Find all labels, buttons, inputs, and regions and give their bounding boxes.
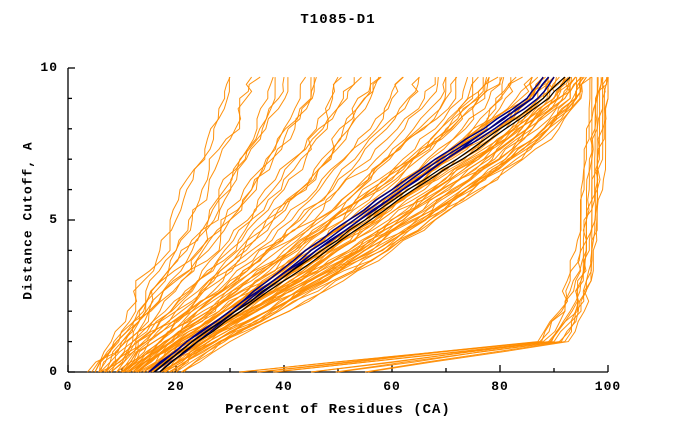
model-curve	[176, 77, 581, 373]
model-curve	[125, 77, 457, 373]
model-curve	[116, 76, 404, 373]
model-curve	[121, 76, 490, 373]
model-curve	[259, 77, 591, 373]
model-curve	[122, 77, 484, 373]
model-curve	[137, 76, 523, 373]
x-tick-label: 60	[383, 379, 401, 394]
model-curve	[127, 76, 488, 373]
x-tick-label: 80	[491, 379, 509, 394]
x-tick-label: 20	[167, 379, 185, 394]
model-curve	[337, 76, 609, 373]
model-curve	[154, 76, 560, 373]
model-curve	[107, 76, 404, 373]
model-curve	[335, 76, 609, 373]
model-curve	[110, 76, 382, 373]
model-curve	[154, 76, 576, 373]
model-curve	[161, 76, 585, 373]
x-tick-label: 0	[63, 379, 73, 394]
model-curve	[183, 76, 584, 373]
y-tick-label: 5	[49, 212, 58, 227]
model-curve	[105, 77, 355, 373]
model-curve	[98, 76, 261, 373]
model-curve	[98, 77, 315, 373]
y-tick-label: 0	[49, 364, 58, 379]
model-curve	[181, 76, 592, 373]
model-curve	[103, 76, 362, 373]
model-curve	[100, 76, 317, 373]
best-curve	[159, 76, 571, 373]
model-curve	[129, 77, 439, 373]
model-curve	[132, 76, 533, 373]
x-tick-label: 40	[275, 379, 293, 394]
model-curve	[123, 76, 420, 373]
model-curve	[127, 77, 420, 373]
model-curve	[100, 76, 380, 373]
model-curve	[143, 76, 490, 373]
model-curve	[132, 76, 447, 373]
model-curve	[87, 77, 289, 373]
model-curve	[273, 76, 604, 373]
model-curve	[160, 76, 583, 373]
model-curve	[367, 77, 609, 373]
model-curve	[91, 77, 230, 373]
model-curve	[159, 76, 571, 373]
model-curve	[127, 76, 479, 373]
model-curve	[168, 77, 573, 373]
highlighted-curve	[159, 76, 555, 373]
y-tick-label: 10	[40, 60, 58, 75]
chart-title: T1085-D1	[300, 12, 376, 28]
x-axis-label: Percent of Residues (CA)	[225, 402, 451, 418]
best-curve	[154, 76, 566, 373]
model-curve	[121, 77, 436, 373]
x-tick-label: 100	[594, 379, 622, 394]
model-curve	[110, 77, 312, 373]
